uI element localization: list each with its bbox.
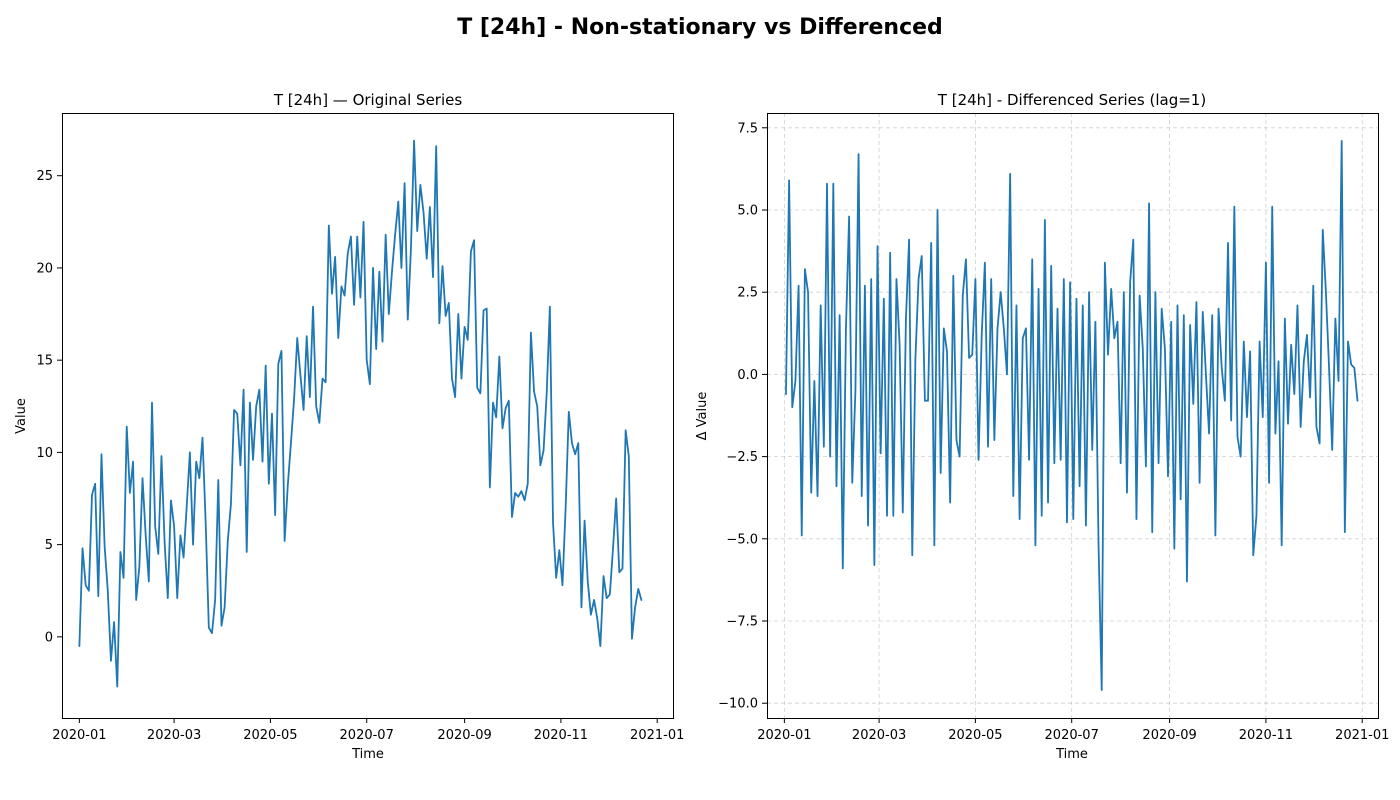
x-tick-label: 2020-05 bbox=[243, 728, 297, 743]
y-tick-label: −7.5 bbox=[726, 615, 758, 630]
y-tick-label: 10 bbox=[36, 446, 53, 461]
x-tick-label: 2020-03 bbox=[147, 728, 201, 743]
differenced-series-title: T [24h] - Differenced Series (lag=1) bbox=[937, 91, 1206, 109]
original-y-axis: 0 5 10 15 20 25 bbox=[36, 169, 62, 645]
original-series-panel: T [24h] — Original Series 2020-01 2020-03… bbox=[14, 91, 684, 762]
series-line bbox=[78, 139, 643, 688]
y-tick-label: 20 bbox=[36, 261, 53, 276]
original-x-axis: 2020-01 2020-03 2020-05 2020-07 2020-09 2020-… bbox=[52, 718, 684, 743]
x-tick-label: 2020-07 bbox=[1045, 728, 1099, 743]
y-tick-label: −5.0 bbox=[726, 532, 758, 547]
x-tick-label: 2021-01 bbox=[630, 728, 684, 743]
differenced-series-line bbox=[785, 140, 1359, 691]
y-tick-label: 7.5 bbox=[737, 121, 758, 136]
original-series-line bbox=[78, 139, 643, 688]
original-plot-frame bbox=[62, 113, 674, 719]
x-tick-label: 2021-01 bbox=[1335, 728, 1389, 743]
x-tick-label: 2020-11 bbox=[534, 728, 588, 743]
differenced-plot-frame bbox=[767, 113, 1379, 719]
y-tick-label: 0 bbox=[45, 630, 53, 645]
differenced-x-axis: 2020-01 2020-03 2020-05 2020-07 2020-09 2020-… bbox=[757, 718, 1389, 743]
original-series-title: T [24h] — Original Series bbox=[273, 91, 463, 109]
y-tick-label: 15 bbox=[36, 354, 53, 369]
y-tick-label: 2.5 bbox=[737, 286, 758, 301]
differenced-y-label: Δ Value bbox=[695, 392, 710, 441]
figure-title: T [24h] - Non-stationary vs Differenced bbox=[457, 15, 943, 40]
y-tick-label: 0.0 bbox=[737, 368, 758, 383]
x-tick-label: 2020-09 bbox=[1142, 728, 1196, 743]
differenced-series-panel: T [24h] - Differenced Series (lag=1) 202… bbox=[695, 91, 1389, 762]
x-tick-label: 2020-11 bbox=[1239, 728, 1293, 743]
x-tick-label: 2020-09 bbox=[437, 728, 491, 743]
y-tick-label: 5.0 bbox=[737, 203, 758, 218]
x-tick-label: 2020-07 bbox=[340, 728, 394, 743]
x-tick-label: 2020-05 bbox=[948, 728, 1002, 743]
differenced-x-label: Time bbox=[1055, 747, 1088, 762]
x-tick-label: 2020-01 bbox=[52, 728, 106, 743]
x-tick-label: 2020-03 bbox=[852, 728, 906, 743]
y-tick-label: −10.0 bbox=[718, 697, 758, 712]
y-tick-label: 5 bbox=[45, 538, 53, 553]
original-y-label: Value bbox=[14, 398, 29, 434]
y-tick-label: −2.5 bbox=[726, 450, 758, 465]
x-tick-label: 2020-01 bbox=[757, 728, 811, 743]
series-line bbox=[785, 140, 1359, 691]
original-x-label: Time bbox=[351, 747, 384, 762]
y-tick-label: 25 bbox=[36, 169, 53, 184]
differenced-y-axis: −10.0 −7.5 −5.0 −2.5 0.0 2.5 5.0 7.5 bbox=[718, 121, 767, 712]
